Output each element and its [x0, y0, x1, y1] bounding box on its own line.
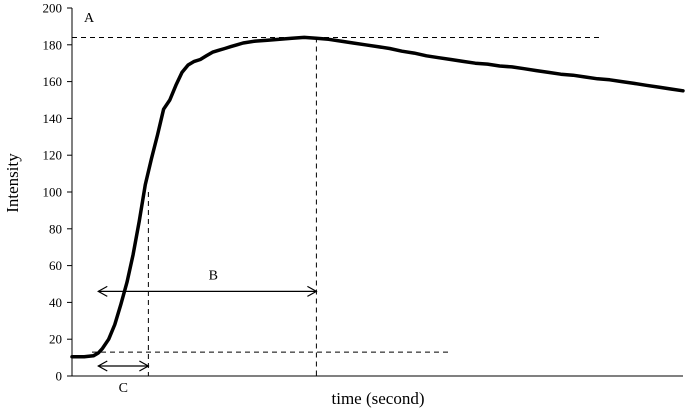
y-tick-labels: 0 20 40 60 80 100 120 140 160 180 200 — [43, 1, 63, 384]
y-tick-label: 160 — [43, 74, 63, 89]
reference-lines — [72, 36, 602, 376]
y-tick-label: 40 — [49, 295, 62, 310]
y-tick-label: 120 — [43, 148, 63, 163]
x-axis-title: time (second) — [332, 389, 425, 408]
interval-arrows — [97, 285, 318, 372]
y-ticks — [67, 7, 72, 377]
arrow-c — [97, 360, 150, 372]
y-tick-label: 60 — [49, 258, 62, 273]
y-tick-label: 140 — [43, 111, 63, 126]
y-tick-label: 200 — [43, 1, 63, 16]
annotation-a: A — [84, 11, 95, 26]
y-axis-title: Intensity — [3, 153, 22, 213]
y-axis: 0 20 40 60 80 100 120 140 160 180 200 — [43, 1, 73, 384]
arrow-b — [97, 285, 318, 297]
y-tick-label: 180 — [43, 37, 63, 52]
annotation-b: B — [209, 268, 218, 283]
annotation-c: C — [119, 381, 128, 396]
y-tick-label: 20 — [49, 332, 62, 347]
y-tick-label: 0 — [56, 369, 63, 384]
y-tick-label: 80 — [49, 221, 62, 236]
y-tick-label: 100 — [43, 185, 63, 200]
series-line — [70, 35, 685, 359]
